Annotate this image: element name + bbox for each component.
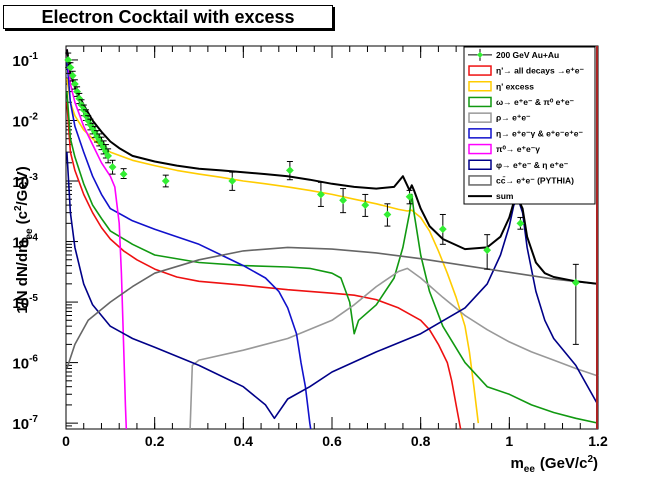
right-edge-line [596, 46, 598, 429]
data-point [438, 225, 447, 234]
x-label-unit: (GeV/c [540, 455, 588, 472]
data-point [483, 246, 492, 255]
y-label-unit-sup: 2 [13, 205, 24, 211]
data-points [64, 52, 580, 345]
y-label-main: 1/N dN/dm [14, 240, 31, 314]
series-line [66, 152, 599, 420]
legend-swatch [468, 159, 492, 170]
x-tick-label: 0.4 [234, 433, 254, 449]
y-label-unit-close: /GeV) [14, 166, 31, 205]
data-point [516, 219, 525, 228]
x-label-unit-close: ) [593, 455, 598, 472]
data-point [104, 151, 113, 160]
legend-label: η→ e⁺e⁻γ & e⁺e⁻e⁺e⁻ [496, 128, 583, 138]
legend-label: ω→ e⁺e⁻ & π⁰ e⁺e⁻ [496, 97, 575, 107]
y-tick-label: 10-2 [12, 111, 38, 130]
x-tick-label: 0.8 [411, 433, 431, 449]
data-point [66, 63, 75, 72]
series-line [66, 78, 480, 424]
x-tick-label: 0.6 [322, 433, 342, 449]
legend-label: η' excess [496, 81, 534, 91]
y-tick-label: 10-3 [12, 172, 38, 191]
series-line [66, 59, 312, 430]
series-line [66, 91, 599, 424]
series-line [66, 49, 128, 430]
y-tick-label: 10-1 [12, 51, 38, 70]
y-tick-label: 10-5 [12, 293, 38, 312]
chart-title: Electron Cocktail with excess [3, 5, 333, 29]
data-point [285, 166, 294, 175]
x-tick-label: 0 [62, 433, 70, 449]
y-label-sub: ee [24, 228, 35, 240]
x-tick-label: 1.2 [588, 433, 608, 449]
legend-swatch [468, 112, 492, 123]
data-point [571, 278, 580, 287]
y-tick-label: 10-6 [12, 354, 38, 373]
legend-swatch [468, 65, 492, 76]
y-tick-label: 10-7 [12, 414, 38, 433]
data-point [68, 71, 77, 80]
chart-title-text: Electron Cocktail with excess [41, 6, 295, 27]
legend: 200 GeV Au+Au η'→ all decays →e⁺e⁻ η' exce… [463, 46, 596, 205]
data-point [228, 177, 237, 185]
data-point [339, 196, 347, 205]
y-axis-label: 1/N dN/dmee (c2/GeV) [13, 166, 35, 313]
legend-swatch [468, 143, 492, 155]
x-label-unit-sup: 2 [587, 454, 593, 465]
data-point [317, 190, 325, 199]
x-axis-label: mee (GeV/c2) [510, 454, 598, 475]
data-point [108, 163, 117, 171]
legend-swatch [468, 81, 492, 92]
data-point [383, 210, 392, 219]
legend-label: cc̄→ e⁺e⁻ (PYTHIA) [496, 175, 574, 185]
y-tick-label: 10-4 [12, 233, 38, 252]
y-label-unit: (c [14, 211, 31, 224]
data-point [119, 170, 128, 179]
legend-label: 200 GeV Au+Au [496, 50, 559, 60]
series-line [189, 267, 599, 430]
data-point [405, 192, 414, 201]
legend-label: π⁰→ e⁺e⁻γ [496, 144, 540, 154]
series-line [66, 102, 462, 430]
legend-swatch [468, 175, 492, 186]
x-tick-label: 1 [505, 433, 513, 449]
x-tick-label: 0.2 [145, 433, 165, 449]
data-point [161, 177, 170, 185]
legend-swatch [468, 128, 492, 139]
legend-marker [477, 51, 483, 58]
legend-swatch [468, 96, 492, 108]
x-label-sub: ee [524, 464, 536, 475]
legend-label: φ→ e⁺e⁻ & η e⁺e⁻ [496, 160, 569, 170]
data-point [361, 201, 370, 210]
legend-label: ρ→ e⁺e⁻ [496, 113, 531, 123]
legend-label: sum [496, 191, 514, 201]
legend-label: η'→ all decays →e⁺e⁻ [496, 66, 585, 76]
x-label-main: m [510, 455, 523, 472]
